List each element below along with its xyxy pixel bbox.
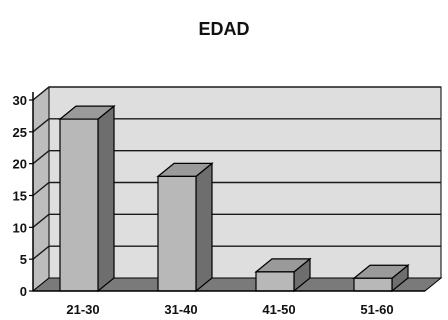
gridline xyxy=(32,213,441,228)
x-tick-label: 51-60 xyxy=(360,302,393,317)
y-tick-label: 10 xyxy=(13,220,27,235)
y-tick-label: 20 xyxy=(13,157,27,172)
x-axis-ticks: 21-30 31-40 41-50 51-60 xyxy=(66,302,393,317)
x-tick-label: 31-40 xyxy=(164,302,197,317)
chart-title: EDAD xyxy=(198,19,249,39)
gridline xyxy=(32,118,441,133)
y-tick-label: 15 xyxy=(13,189,27,204)
x-tick-label: 41-50 xyxy=(262,302,295,317)
bar-front xyxy=(157,175,197,292)
gridline xyxy=(32,149,441,165)
gridline xyxy=(32,245,441,260)
y-tick-label: 30 xyxy=(13,93,27,108)
gridline xyxy=(32,86,441,101)
gridline xyxy=(32,181,441,197)
bar-front xyxy=(255,271,295,292)
y-tick-label: 5 xyxy=(20,252,27,267)
bar-front xyxy=(353,277,393,292)
bar xyxy=(156,162,214,293)
bar xyxy=(352,264,410,293)
axes xyxy=(32,92,425,292)
y-tick-label: 0 xyxy=(20,284,27,299)
bars xyxy=(58,104,410,293)
y-axis-ticks: 0 5 10 15 20 25 30 xyxy=(13,93,33,299)
bar-side xyxy=(195,162,213,293)
y-tick-label: 25 xyxy=(13,125,27,140)
bar xyxy=(58,104,116,293)
gridlines xyxy=(32,86,441,260)
bar-front xyxy=(59,118,99,292)
bar-side xyxy=(97,104,115,293)
x-tick-label: 21-30 xyxy=(66,302,99,317)
